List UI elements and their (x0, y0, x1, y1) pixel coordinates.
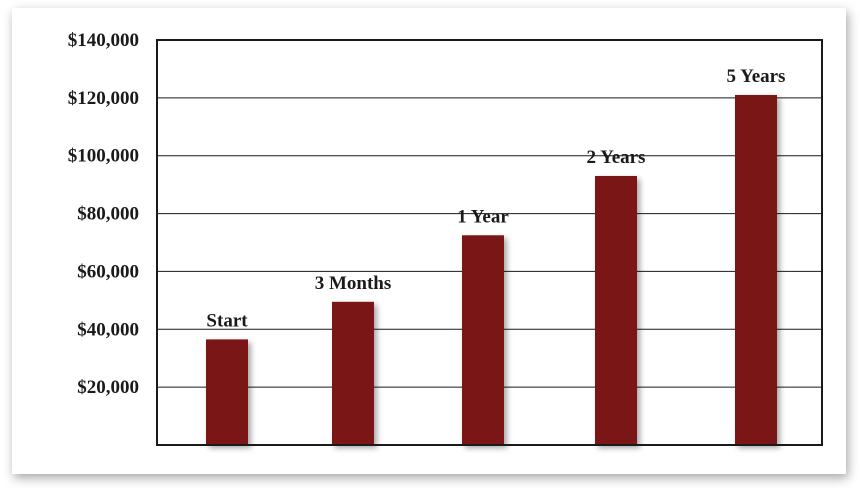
y-tick-label: $120,000 (68, 88, 139, 109)
bar (595, 175, 637, 445)
bar (206, 339, 248, 445)
chart-frame: $20,000 $40,000 $60,000 $80,000 $100,000 $120… (12, 8, 846, 474)
y-tick-label: $20,000 (77, 377, 139, 398)
bar (462, 235, 504, 445)
y-axis-tick-labels: $20,000 $40,000 $60,000 $80,000 $100,000 $120… (68, 30, 139, 398)
bar-data-label: Start (206, 310, 248, 331)
y-tick-label: $60,000 (77, 261, 139, 282)
bar-data-label: 5 Years (727, 66, 786, 87)
bar-data-label: 2 Years (587, 147, 646, 168)
bar-labels: Start 3 Months 1 Year 2 Years 5 Years (206, 66, 785, 331)
y-tick-label: $100,000 (68, 146, 139, 167)
bar-data-label: 1 Year (457, 206, 509, 227)
bar (735, 94, 777, 445)
bar-chart: $20,000 $40,000 $60,000 $80,000 $100,000 $120… (68, 30, 823, 446)
bars (206, 94, 777, 445)
plot-area-border (156, 39, 823, 446)
y-tick-label: $40,000 (77, 319, 139, 340)
bar-data-label: 3 Months (315, 273, 392, 294)
y-tick-label: $140,000 (68, 30, 139, 51)
y-tick-label: $80,000 (77, 204, 139, 225)
bar (332, 301, 374, 445)
